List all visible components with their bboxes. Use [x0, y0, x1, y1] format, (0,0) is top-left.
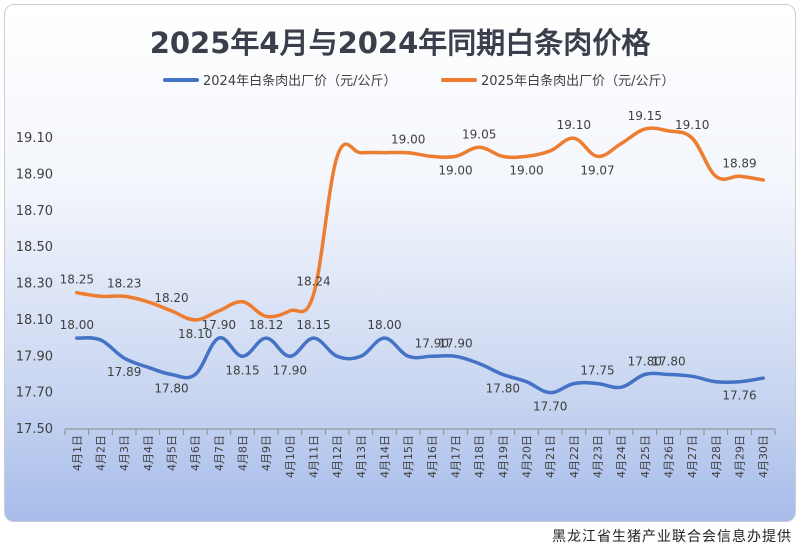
- data-label: 17.90: [202, 318, 236, 332]
- x-tick-label: 4月22日: [568, 435, 581, 478]
- x-tick-label: 4月27日: [686, 435, 699, 478]
- series-line-2024: [75, 336, 765, 395]
- data-label: 17.90: [415, 336, 449, 350]
- data-label: 18.25: [60, 273, 94, 287]
- x-tick-label: 4月5日: [166, 435, 179, 471]
- x-tick-label: 4月13日: [355, 435, 368, 478]
- y-tick-label: 19.10: [16, 131, 53, 146]
- x-tick-label: 4月17日: [450, 435, 463, 478]
- data-label: 17.80: [154, 381, 188, 395]
- legend-label-2025: 2025年白条肉出厂价（元/公斤）: [481, 73, 674, 89]
- data-label: 18.20: [154, 291, 188, 305]
- x-tick-label: 4月15日: [402, 435, 415, 478]
- y-tick-label: 18.30: [16, 277, 53, 292]
- data-label: 18.00: [60, 318, 94, 332]
- data-label: 18.24: [296, 274, 330, 288]
- series-layer: [75, 126, 765, 395]
- x-tick-label: 4月18日: [473, 435, 486, 478]
- data-label: 19.00: [438, 163, 472, 177]
- x-tick-label: 4月3日: [118, 435, 131, 471]
- data-label: 17.80: [486, 381, 520, 395]
- legend-label-2024: 2024年白条肉出厂价（元/公斤）: [203, 73, 396, 89]
- x-tick-label: 4月4日: [142, 435, 155, 471]
- x-tick-label: 4月19日: [497, 435, 510, 478]
- x-tick-label: 4月25日: [639, 435, 652, 478]
- y-tick-label: 17.90: [16, 349, 53, 364]
- data-label: 17.90: [273, 363, 307, 377]
- series-line-2025: [75, 126, 765, 322]
- x-tick-label: 4月6日: [189, 435, 202, 471]
- source-credit: 黑龙江省生猪产业联合会信息办提供: [552, 529, 792, 545]
- x-tick-label: 4月1日: [71, 435, 84, 471]
- data-label: 18.23: [107, 276, 141, 290]
- data-label: 18.12: [249, 318, 283, 332]
- data-label: 17.76: [722, 389, 756, 403]
- y-tick-label: 18.70: [16, 204, 53, 219]
- x-tick-label: 4月21日: [544, 435, 557, 478]
- x-tick-label: 4月16日: [426, 435, 439, 478]
- data-label: 17.70: [533, 400, 567, 414]
- legend: 2024年白条肉出厂价（元/公斤） 2025年白条肉出厂价（元/公斤）: [163, 73, 674, 89]
- y-axis: 17.50 17.70 17.90 18.10 18.30 18.50 18.70 18.90…: [16, 131, 53, 437]
- chart-title: 2025年4月与2024年同期白条肉价格: [150, 26, 652, 60]
- data-label: 19.10: [557, 118, 591, 132]
- x-tick-label: 4月28日: [710, 435, 723, 478]
- y-tick-label: 18.50: [16, 240, 53, 255]
- x-tick-label: 4月20日: [521, 435, 534, 478]
- data-label: 17.80: [628, 354, 662, 368]
- data-label: 17.90: [438, 336, 472, 350]
- data-label: 18.15: [225, 363, 259, 377]
- data-label: 19.07: [580, 163, 614, 177]
- data-label: 19.00: [509, 163, 543, 177]
- x-tick-label: 4月24日: [615, 435, 628, 478]
- x-tick-label: 4月11日: [308, 435, 321, 478]
- x-tick-label: 4月9日: [260, 435, 273, 471]
- x-tick-label: 4月26日: [663, 435, 676, 478]
- data-label: 18.00: [367, 318, 401, 332]
- data-label: 18.15: [296, 318, 330, 332]
- data-label: 17.80: [651, 354, 685, 368]
- data-label: 17.89: [107, 365, 141, 379]
- data-label: 18.10: [178, 327, 212, 341]
- x-tick-label: 4月2日: [95, 435, 108, 471]
- y-tick-label: 17.70: [16, 386, 53, 401]
- data-label: 18.89: [722, 156, 756, 170]
- x-tick-label: 4月12日: [331, 435, 344, 478]
- x-tick-label: 4月23日: [592, 435, 605, 478]
- y-tick-label: 18.10: [16, 313, 53, 328]
- data-label: 19.05: [462, 127, 496, 141]
- y-tick-label: 17.50: [16, 422, 53, 437]
- y-tick-label: 18.90: [16, 168, 53, 183]
- data-labels: 18.00 17.89 17.80 17.90 18.15 18.12 17.90 18.15…: [60, 109, 757, 414]
- data-label: 19.00: [391, 133, 425, 147]
- x-tick-label: 4月29日: [734, 435, 747, 478]
- x-tick-label: 4月8日: [237, 435, 250, 471]
- data-label: 19.15: [628, 109, 662, 123]
- x-tick-label: 4月7日: [213, 435, 226, 471]
- x-tick-label: 4月14日: [379, 435, 392, 478]
- data-label: 19.10: [675, 118, 709, 132]
- x-axis: 4月1日 4月2日 4月3日 4月4日 4月5日 4月6日 4月7日 4月8日 4月9日 4月10…: [64, 428, 776, 478]
- x-tick-label: 4月10日: [284, 435, 297, 478]
- line-chart: 2025年4月与2024年同期白条肉价格 2024年白条肉出厂价（元/公斤） 2…: [16, 26, 776, 478]
- chart-card: 2025年4月与2024年同期白条肉价格 2024年白条肉出厂价（元/公斤） 2…: [4, 4, 796, 522]
- x-tick-label: 4月30日: [757, 435, 770, 478]
- data-label: 17.75: [580, 364, 614, 378]
